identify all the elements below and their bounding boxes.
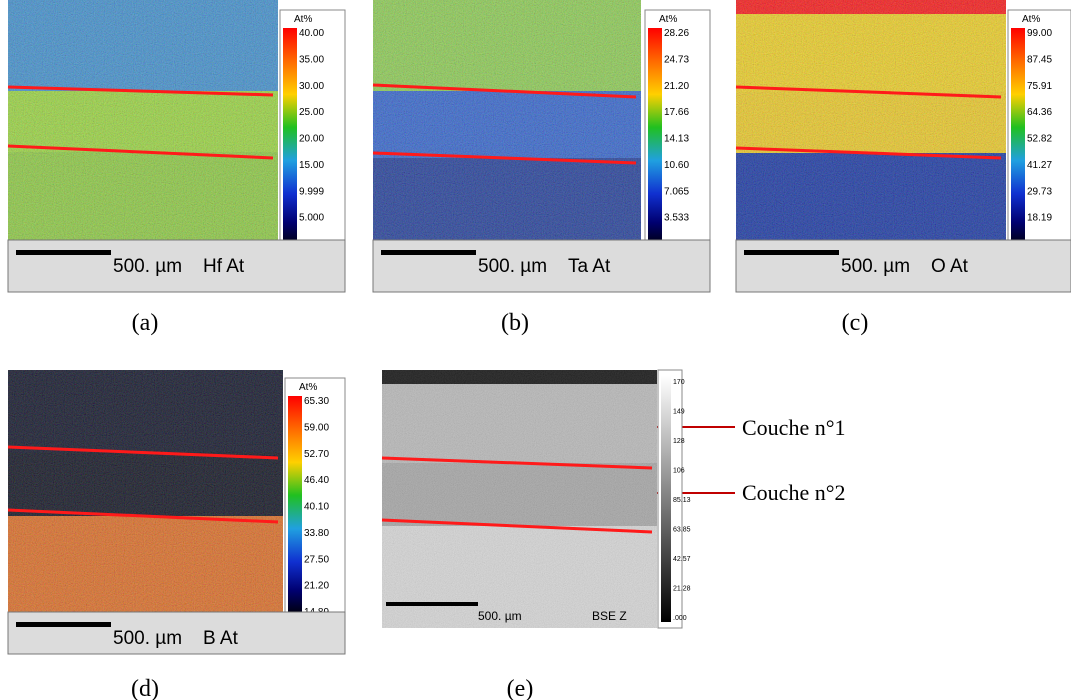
colorbar-label: 24.73 [664, 54, 689, 65]
annotation: Couche n°2 [742, 480, 846, 505]
colorbar-title: At% [1022, 14, 1040, 25]
colorbar-label: 9.999 [299, 186, 324, 197]
colorbar [661, 376, 671, 622]
colorbar-label: 15.00 [299, 160, 324, 171]
colorbar-label: 170 [673, 379, 685, 386]
map-noise [382, 370, 657, 628]
colorbar-label: 42.57 [673, 556, 691, 563]
colorbar-title: At% [299, 382, 317, 393]
map-noise [736, 0, 1006, 240]
scale-panel [7, 611, 346, 655]
colorbar-label: 40.00 [299, 28, 324, 39]
colorbar [648, 28, 662, 249]
layer-line [372, 83, 637, 99]
colorbar-label: 87.45 [1027, 54, 1052, 65]
colorbar [288, 396, 302, 617]
layer-line [7, 508, 279, 524]
scale-bar [381, 250, 476, 255]
colorbar-label: 149 [673, 409, 685, 416]
colorbar-label: 40.10 [304, 502, 329, 513]
colorbar-label: 33.80 [304, 528, 329, 539]
colorbar-label: 21.20 [304, 581, 329, 592]
colorbar-label: 25.00 [299, 107, 324, 118]
scale-bar [744, 250, 839, 255]
layer-line [381, 518, 653, 534]
scale-label: 500. µm [478, 609, 522, 623]
scale-bar [386, 602, 478, 606]
colorbar-label: 14.13 [664, 134, 689, 145]
scale-label: 500. µm [841, 256, 910, 277]
colorbar-label: 20.00 [299, 134, 324, 145]
map-noise [8, 370, 283, 615]
colorbar-label: 63.85 [673, 527, 691, 534]
caption: (d) [131, 676, 159, 700]
caption: (c) [842, 310, 869, 336]
colorbar-label: 3.533 [664, 213, 689, 224]
colorbar-label: 65.30 [304, 396, 329, 407]
colorbar-label: 29.73 [1027, 186, 1052, 197]
element-label: Ta At [568, 256, 611, 277]
scale-label: 500. µm [113, 256, 182, 277]
colorbar-label: 30.00 [299, 81, 324, 92]
layer-line [381, 456, 653, 470]
colorbar-label: 17.66 [664, 107, 689, 118]
annotation: Couche n°1 [742, 415, 846, 440]
scale-panel [372, 239, 711, 293]
colorbar-label: 10.60 [664, 160, 689, 171]
layer-line [7, 144, 274, 160]
scale-bar [16, 250, 111, 255]
colorbar-label: 35.00 [299, 54, 324, 65]
colorbar-label: 75.91 [1027, 81, 1052, 92]
element-label: BSE Z [592, 609, 627, 623]
layer-line [735, 146, 1002, 160]
element-label: B At [203, 628, 239, 649]
caption: (b) [501, 310, 529, 336]
colorbar-label: 5.000 [299, 213, 324, 224]
caption: (e) [507, 676, 534, 700]
colorbar-label: 18.19 [1027, 213, 1052, 224]
element-label: O At [931, 256, 969, 277]
colorbar-label: 7.065 [664, 186, 689, 197]
colorbar-label: 85.13 [673, 497, 691, 504]
colorbar-label: 41.27 [1027, 160, 1052, 171]
colorbar-label: 52.70 [304, 449, 329, 460]
colorbar-label: 21.20 [664, 81, 689, 92]
colorbar [283, 28, 297, 249]
colorbar-label: 64.36 [1027, 107, 1052, 118]
scale-label: 500. µm [113, 628, 182, 649]
layer-line [372, 151, 637, 165]
colorbar-title: At% [659, 14, 677, 25]
scale-bar [16, 622, 111, 627]
colorbar-label: 46.40 [304, 475, 329, 486]
element-label: Hf At [203, 256, 245, 277]
scale-label: 500. µm [478, 256, 547, 277]
caption: (a) [132, 310, 159, 336]
colorbar-label: 128 [673, 438, 685, 445]
colorbar-title: At% [294, 14, 312, 25]
layer-line [7, 85, 274, 97]
colorbar-label: .000 [673, 615, 687, 622]
layer-line [7, 445, 279, 460]
colorbar-label: 28.26 [664, 28, 689, 39]
layer-line [735, 85, 1002, 99]
colorbar-label: 21.28 [673, 586, 691, 593]
map-noise [8, 0, 278, 240]
colorbar-label: 59.00 [304, 422, 329, 433]
scale-panel [735, 239, 1071, 293]
colorbar [1011, 28, 1025, 249]
colorbar-label: 27.50 [304, 554, 329, 565]
scale-panel [7, 239, 346, 293]
colorbar-label: 52.82 [1027, 134, 1052, 145]
colorbar-label: 106 [673, 468, 685, 475]
colorbar-label: 99.00 [1027, 28, 1052, 39]
map-noise [373, 0, 641, 240]
